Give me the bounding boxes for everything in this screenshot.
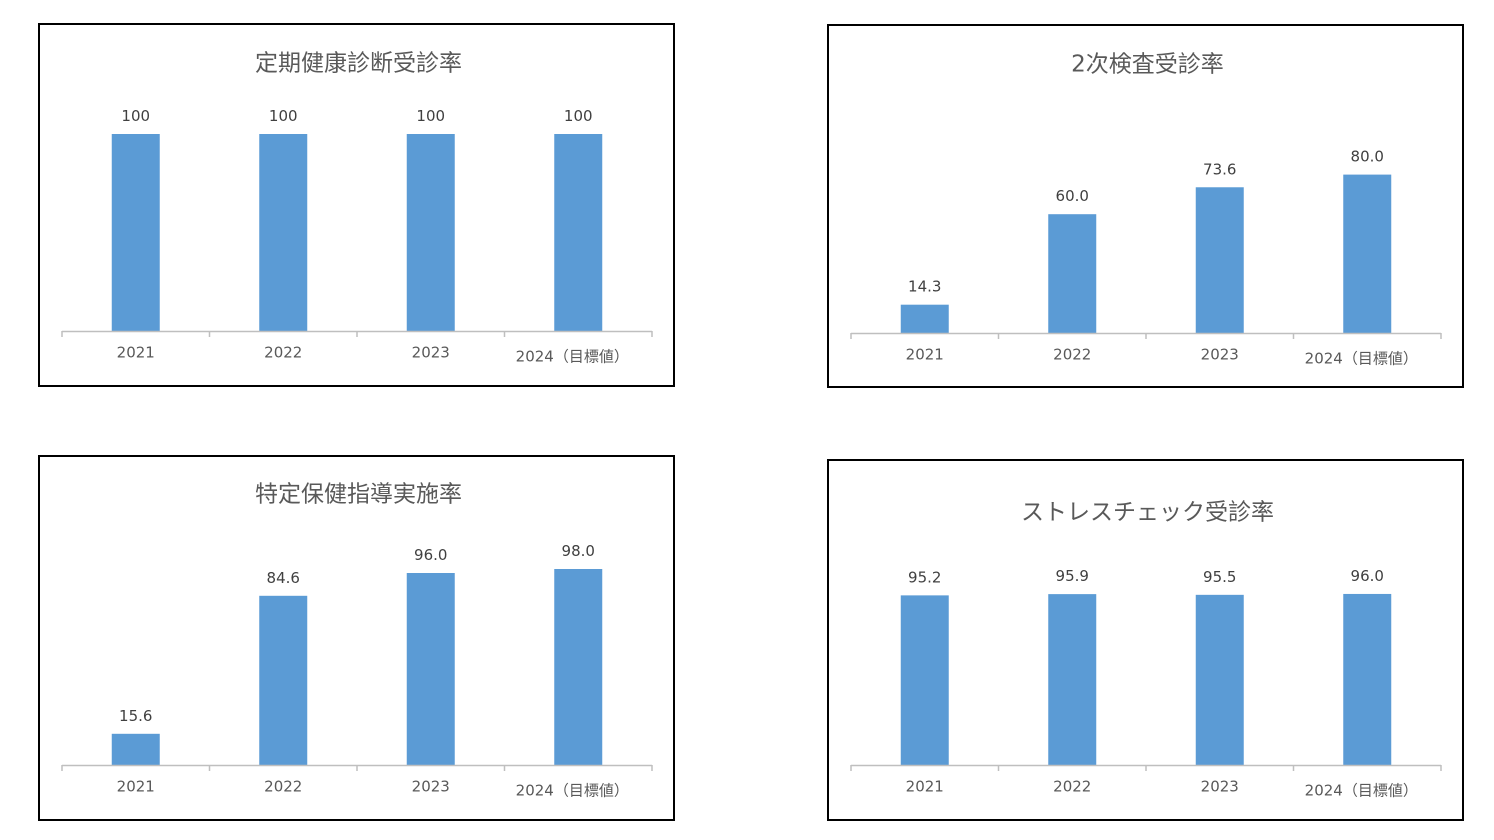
bar-2021 (900, 304, 949, 333)
data-label: 14.3 (908, 278, 941, 296)
bar-2021 (900, 595, 949, 765)
data-label: 60.0 (1056, 187, 1089, 205)
chart-panel-secondary-exam: 2次検査受診率 14.3 60.0 73.6 80.0 2021 2022 2023 2024（… (827, 24, 1464, 388)
data-label: 95.9 (1056, 567, 1089, 585)
chart-title: ストレスチェック受診率 (1021, 500, 1274, 526)
x-tick-label: 2022 (264, 778, 302, 796)
x-tick-label: 2022 (1053, 346, 1091, 364)
bar-2022 (259, 134, 308, 331)
data-label: 95.5 (1203, 568, 1236, 586)
data-label: 98.0 (562, 542, 595, 560)
chart-title: 定期健康診断受診率 (255, 51, 462, 77)
data-label: 73.6 (1203, 160, 1236, 178)
data-label: 100 (416, 107, 445, 125)
x-tick-label: 2023 (412, 344, 450, 362)
bar-2023 (406, 134, 455, 331)
x-tick-label: 2024（目標値） (1305, 350, 1418, 368)
bar-2021 (111, 134, 160, 331)
bar-2024 (554, 569, 603, 765)
chart-title: 2次検査受診率 (1071, 52, 1224, 78)
bar-chart: 定期健康診断受診率 100 100 100 100 2021 2022 2023 2024（目標… (61, 51, 653, 366)
x-tick-label: 2023 (1201, 778, 1239, 796)
chart-panel-stress-check: ストレスチェック受診率 95.2 95.9 95.5 96.0 2021 2022 2023 2… (827, 459, 1464, 821)
chart-title: 特定保健指導実施率 (255, 482, 462, 508)
chart-panel-specific-health-guidance: 特定保健指導実施率 15.6 84.6 96.0 98.0 2021 2022 2023 202… (38, 455, 675, 821)
bar-2022 (1048, 594, 1097, 765)
bar-2023 (1195, 594, 1244, 765)
data-label: 96.0 (1351, 567, 1384, 585)
bar-2024 (1343, 593, 1392, 765)
chart-panel-health-checkup: 定期健康診断受診率 100 100 100 100 2021 2022 2023 2024（目標… (38, 23, 675, 387)
data-label: 100 (121, 107, 150, 125)
x-tick-label: 2023 (412, 778, 450, 796)
bar-2022 (259, 595, 308, 765)
data-label: 100 (564, 107, 593, 125)
bar-2021 (111, 733, 160, 765)
x-tick-label: 2021 (906, 778, 944, 796)
x-tick-label: 2022 (1053, 778, 1091, 796)
x-tick-label: 2024（目標値） (516, 348, 629, 366)
bar-chart: 2次検査受診率 14.3 60.0 73.6 80.0 2021 2022 2023 2024（… (850, 52, 1442, 368)
data-label: 95.2 (908, 568, 941, 586)
bar-2022 (1048, 214, 1097, 333)
bar-2024 (554, 134, 603, 331)
x-tick-label: 2024（目標値） (1305, 782, 1418, 800)
bar-chart: 特定保健指導実施率 15.6 84.6 96.0 98.0 2021 2022 2023 202… (61, 482, 653, 800)
bar-chart: ストレスチェック受診率 95.2 95.9 95.5 96.0 2021 2022 2023 2… (850, 500, 1442, 800)
data-label: 15.6 (119, 707, 152, 725)
data-label: 100 (269, 107, 298, 125)
data-label: 84.6 (267, 569, 300, 587)
x-tick-label: 2023 (1201, 346, 1239, 364)
bar-2024 (1343, 174, 1392, 333)
bar-2023 (406, 573, 455, 765)
bar-2023 (1195, 187, 1244, 333)
data-label: 96.0 (414, 546, 447, 564)
x-tick-label: 2021 (906, 346, 944, 364)
x-tick-label: 2024（目標値） (516, 782, 629, 800)
x-tick-label: 2021 (117, 344, 155, 362)
x-tick-label: 2021 (117, 778, 155, 796)
data-label: 80.0 (1351, 148, 1384, 166)
x-tick-label: 2022 (264, 344, 302, 362)
